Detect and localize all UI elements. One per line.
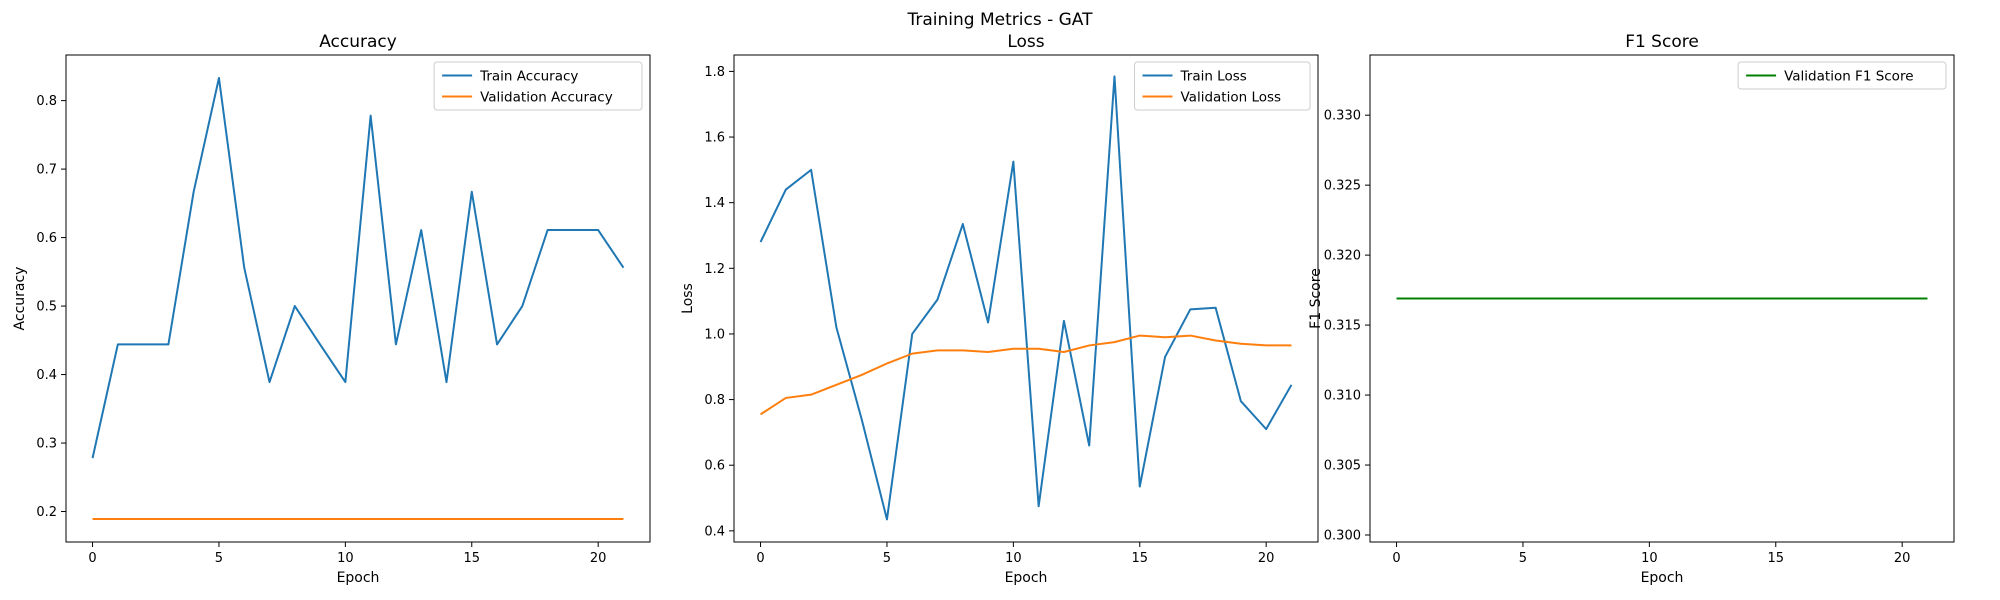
y-tick-label: 0.8 — [704, 393, 725, 408]
y-tick-label: 0.6 — [704, 459, 725, 474]
y-tick-label: 0.305 — [1324, 459, 1361, 474]
panel-title: Accuracy — [319, 32, 397, 52]
y-tick-label: 1.4 — [704, 196, 725, 211]
legend-label: Validation F1 Score — [1784, 69, 1913, 85]
panel-title: Loss — [1007, 32, 1044, 52]
series-line-0 — [759, 75, 1293, 521]
x-tick-label: 15 — [463, 551, 480, 566]
y-tick-label: 0.8 — [36, 94, 57, 109]
y-tick-label: 0.300 — [1324, 529, 1361, 544]
series-line-0 — [91, 77, 625, 459]
legend-box — [433, 61, 643, 111]
y-tick-label: 0.325 — [1324, 179, 1361, 194]
x-tick-label: 15 — [1131, 551, 1148, 566]
y-tick-label: 0.4 — [36, 368, 57, 383]
x-axis-label: Epoch — [1641, 570, 1684, 586]
loss-panel: Loss Epoch Loss 0 5 10 15 20 0.4 0.6 0.8 1.0 1.2 1… — [680, 32, 1319, 586]
y-axis-label: F1 Score — [1308, 268, 1324, 329]
x-tick-label: 0 — [88, 551, 96, 566]
y-tick-label: 0.315 — [1324, 319, 1361, 334]
legend-label: Train Loss — [1180, 69, 1247, 85]
figure-title: Training Metrics - GAT — [907, 10, 1094, 30]
x-axis-label: Epoch — [337, 570, 380, 586]
axes-frame — [65, 54, 651, 543]
plot-area: 0 5 10 15 20 0.300 0.305 0.310 0.315 0.320 0.325 0.… — [1324, 54, 1955, 566]
y-tick-label: 1.8 — [704, 65, 725, 80]
legend: Train Loss Validation Loss — [1134, 61, 1311, 111]
x-tick-label: 10 — [337, 551, 354, 566]
y-tick-label: 0.330 — [1324, 109, 1361, 124]
legend-label: Validation Loss — [1181, 90, 1282, 106]
y-tick-label: 1.0 — [704, 327, 725, 342]
y-tick-label: 0.7 — [36, 163, 57, 178]
y-tick-label: 0.2 — [36, 505, 57, 520]
y-axis-label: Loss — [680, 283, 696, 314]
plot-area: 0 5 10 15 20 0.4 0.6 0.8 1.0 1.2 1.4 1.6 1.8 Train Lo… — [704, 54, 1319, 566]
x-tick-label: 15 — [1767, 551, 1784, 566]
y-tick-label: 0.310 — [1324, 389, 1361, 404]
y-tick-label: 0.5 — [36, 300, 57, 315]
plot-area: 0 5 10 15 20 0.2 0.3 0.4 0.5 0.6 0.7 0.8 Train Accur… — [36, 54, 651, 566]
axes-frame — [733, 54, 1319, 543]
y-tick-label: 0.4 — [704, 524, 725, 539]
f1-score-panel: F1 Score Epoch F1 Score 0 5 10 15 20 0.300 0.3… — [1308, 32, 1955, 586]
legend: Train Accuracy Validation Accuracy — [433, 61, 643, 111]
y-axis-label: Accuracy — [12, 267, 28, 331]
x-tick-label: 5 — [1519, 551, 1527, 566]
x-tick-label: 20 — [1894, 551, 1911, 566]
y-tick-label: 0.320 — [1324, 249, 1361, 264]
y-tick-label: 0.3 — [36, 437, 57, 452]
legend-label: Train Accuracy — [479, 69, 578, 85]
x-tick-label: 5 — [215, 551, 223, 566]
accuracy-panel: Accuracy Epoch Accuracy 0 5 10 15 20 0.2 0.3 0.… — [12, 32, 651, 586]
legend-box — [1134, 61, 1311, 111]
x-axis-label: Epoch — [1005, 570, 1048, 586]
y-tick-label: 1.2 — [704, 262, 725, 277]
y-tick-label: 0.6 — [36, 231, 57, 246]
x-tick-label: 20 — [590, 551, 607, 566]
panel-title: F1 Score — [1625, 32, 1699, 52]
legend-box — [1737, 61, 1947, 90]
x-tick-label: 10 — [1641, 551, 1658, 566]
x-tick-label: 0 — [756, 551, 764, 566]
axes-frame — [1369, 54, 1955, 543]
x-tick-label: 10 — [1005, 551, 1022, 566]
legend-label: Validation Accuracy — [480, 90, 613, 106]
x-tick-label: 20 — [1258, 551, 1275, 566]
series-line-1 — [760, 334, 1292, 416]
x-tick-label: 5 — [883, 551, 891, 566]
y-tick-label: 1.6 — [704, 131, 725, 146]
x-tick-label: 0 — [1392, 551, 1400, 566]
legend: Validation F1 Score — [1737, 61, 1947, 90]
